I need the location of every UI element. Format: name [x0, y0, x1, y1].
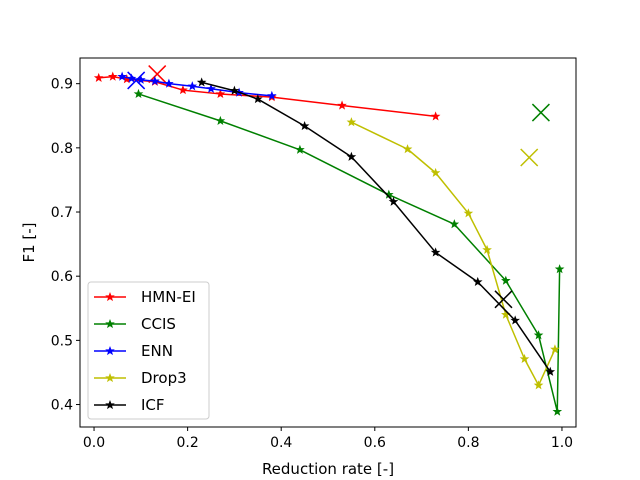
- x-tick-label: 1.0: [551, 435, 573, 451]
- legend-label-hmn-ei: HMN-EI: [141, 288, 196, 306]
- reference-stroke: [494, 290, 513, 309]
- x-tick-label: 0.2: [176, 435, 198, 451]
- data-point-drop3: [402, 144, 413, 154]
- plot-frame: [79, 57, 577, 428]
- data-point-ccis: [533, 330, 544, 340]
- data-point-hmn-ei: [107, 71, 118, 81]
- data-point-hmn-ei: [178, 85, 188, 95]
- data-point-hmn-ei: [93, 72, 104, 82]
- legend-entry-ccis: CCIS: [94, 315, 176, 333]
- x-tick-label: 0.6: [364, 435, 386, 451]
- legend-label-drop3: Drop3: [141, 369, 187, 387]
- data-point-icf: [196, 77, 207, 87]
- series-line-icf: [201, 81, 551, 373]
- legend-entry-icf: ICF: [94, 396, 165, 414]
- legend-marker-enn: [105, 345, 115, 356]
- x-axis-label: Reduction rate [-]: [262, 460, 394, 478]
- data-point-icf: [472, 276, 483, 287]
- data-point-icf: [510, 315, 520, 325]
- data-point-enn: [150, 76, 160, 86]
- data-point-enn: [267, 90, 277, 100]
- data-point-ccis: [552, 406, 563, 416]
- reference-marker-drop3: [520, 148, 539, 167]
- data-point-drop3: [519, 353, 530, 364]
- data-point-enn: [126, 73, 137, 83]
- series-line-enn: [121, 75, 272, 97]
- series-hmn-ei: [93, 65, 441, 121]
- data-point-icf: [299, 120, 310, 131]
- data-point-icf: [346, 151, 357, 161]
- reference-marker-enn: [127, 71, 146, 90]
- data-point-hmn-ei: [337, 100, 347, 110]
- legend-label-ccis: CCIS: [141, 315, 176, 333]
- data-point-ccis: [295, 144, 305, 154]
- legend-entry-hmn-ei: HMN-EI: [94, 288, 196, 306]
- data-point-drop3: [482, 244, 492, 254]
- data-point-drop3: [550, 344, 560, 354]
- x-tick-label: 0.0: [83, 435, 105, 451]
- data-point-ccis: [554, 264, 565, 274]
- data-point-enn: [117, 71, 127, 81]
- y-axis-label: F1 [-]: [20, 222, 38, 262]
- y-tick-label: 0.4: [51, 398, 73, 414]
- data-point-icf: [253, 94, 263, 104]
- legend-marker-ccis: [105, 318, 115, 329]
- reference-stroke: [127, 71, 146, 90]
- legend-frame: [87, 281, 210, 420]
- legend-marker-drop3: [105, 372, 115, 383]
- data-point-icf: [229, 85, 240, 95]
- reference-stroke: [531, 103, 550, 122]
- y-axis: 0.4 0.5 0.6 0.7 0.8 0.9: [51, 77, 80, 414]
- y-tick-label: 0.7: [51, 205, 73, 221]
- data-point-drop3: [346, 117, 357, 127]
- y-tick-label: 0.6: [51, 269, 73, 285]
- y-tick-label: 0.5: [51, 333, 73, 349]
- data-point-hmn-ei: [430, 111, 441, 121]
- data-point-ccis: [449, 219, 460, 229]
- x-axis: 0.0 0.2 0.4 0.6 0.8 1.0: [83, 427, 573, 451]
- data-point-drop3: [533, 380, 544, 390]
- data-point-icf: [388, 196, 399, 206]
- data-layer: [93, 65, 565, 416]
- reference-marker-icf: [494, 290, 513, 309]
- data-point-ccis: [133, 88, 144, 99]
- legend-entry-enn: ENN: [94, 342, 173, 360]
- data-point-hmn-ei: [215, 88, 226, 99]
- legend: HMN-EI CCIS ENN Drop3 ICF: [87, 281, 210, 420]
- data-point-enn: [206, 83, 216, 93]
- data-point-icf: [545, 366, 556, 376]
- legend-label-icf: ICF: [141, 396, 165, 414]
- data-point-drop3: [430, 167, 441, 177]
- reference-marker-ccis: [531, 103, 550, 122]
- data-point-enn: [164, 78, 174, 88]
- data-point-enn: [187, 81, 198, 91]
- series-enn: [117, 71, 277, 100]
- legend-entry-drop3: Drop3: [94, 369, 187, 387]
- series-drop3: [346, 117, 560, 390]
- y-tick-label: 0.8: [51, 141, 73, 157]
- x-tick-label: 0.8: [457, 435, 479, 451]
- data-point-icf: [430, 247, 441, 257]
- reference-stroke: [520, 148, 539, 167]
- legend-marker-hmn-ei: [105, 291, 115, 302]
- legend-label-enn: ENN: [141, 342, 173, 360]
- series-ccis: [133, 88, 565, 416]
- legend-marker-icf: [105, 399, 115, 410]
- data-point-drop3: [463, 208, 474, 218]
- y-tick-label: 0.9: [51, 77, 73, 93]
- data-point-ccis: [215, 115, 226, 125]
- data-point-ccis: [501, 275, 511, 285]
- x-tick-label: 0.4: [270, 435, 292, 451]
- series-icf: [196, 77, 556, 376]
